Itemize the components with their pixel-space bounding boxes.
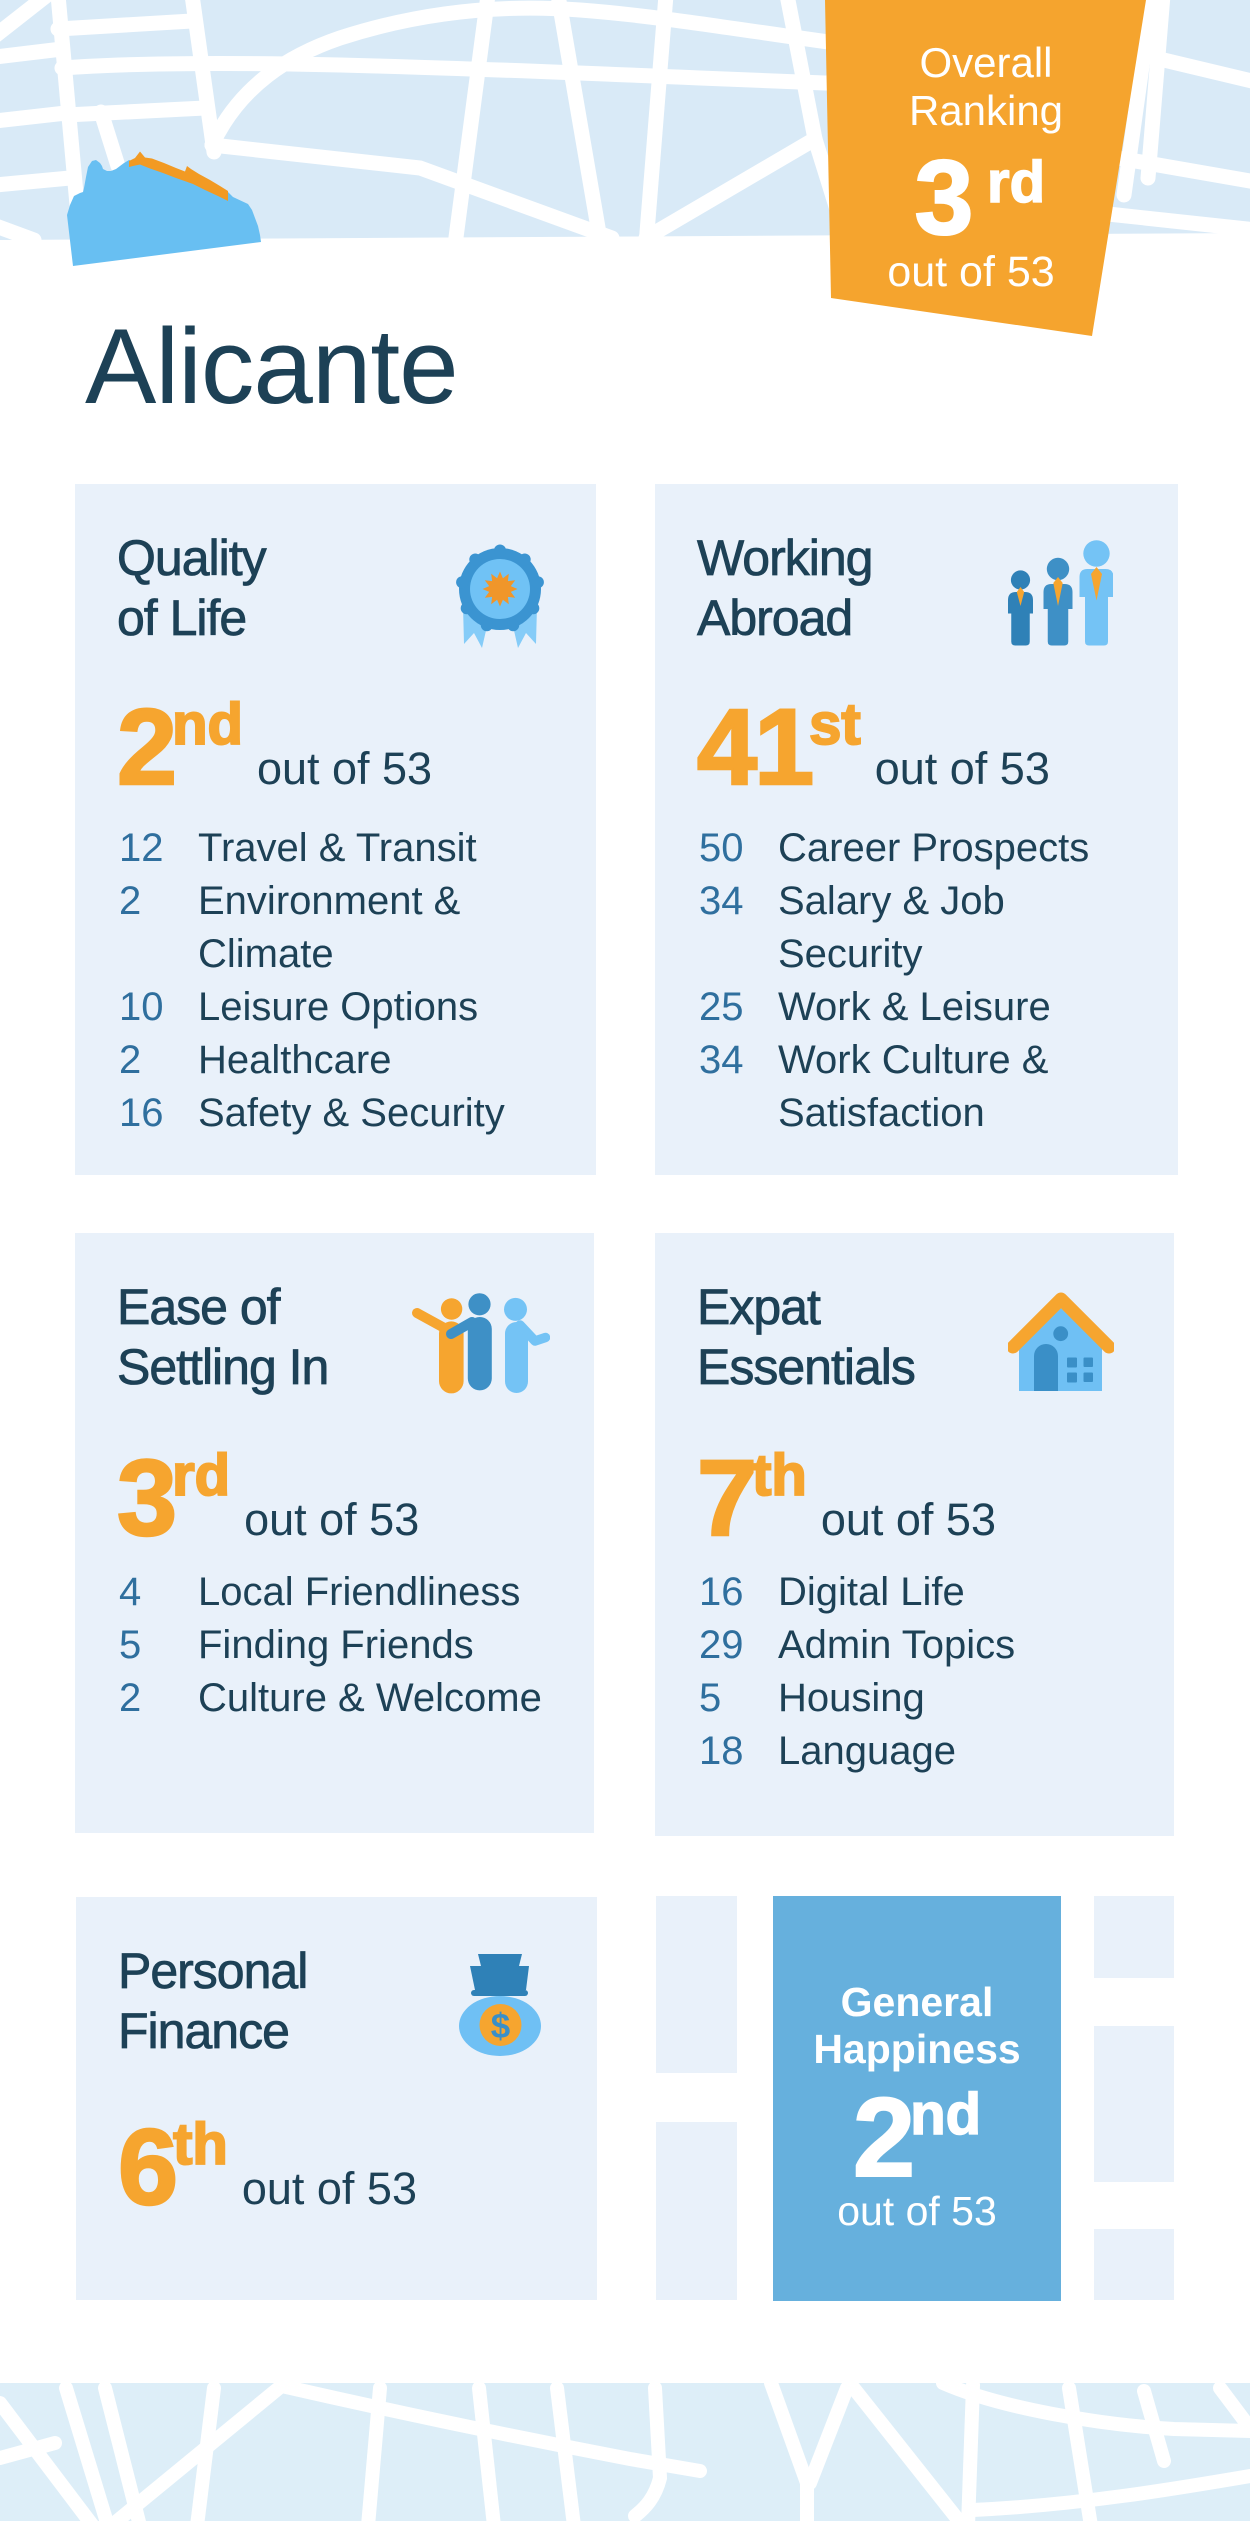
svg-text:rd: rd <box>987 150 1045 215</box>
svg-text:Overall: Overall <box>919 39 1052 86</box>
svg-text:out of 53: out of 53 <box>887 248 1054 296</box>
svg-text:$: $ <box>491 2007 510 2046</box>
svg-text:3: 3 <box>915 139 974 257</box>
svg-text:Ranking: Ranking <box>909 87 1063 134</box>
